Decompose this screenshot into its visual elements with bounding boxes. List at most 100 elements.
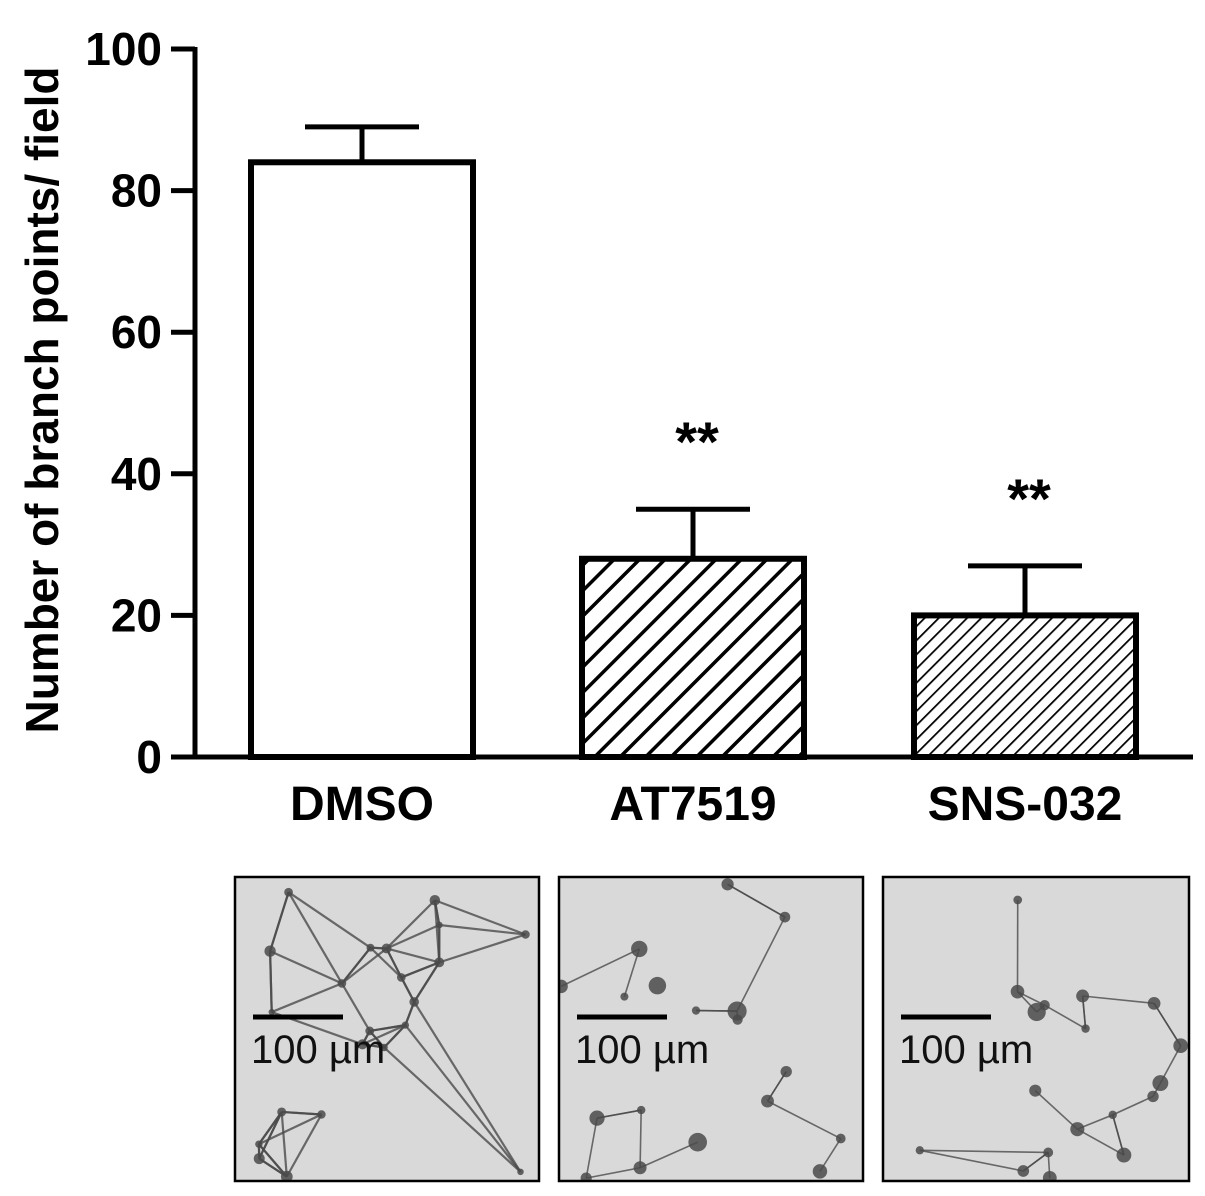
cell-cluster (727, 1001, 747, 1021)
cell-cluster (1173, 1038, 1188, 1054)
cell-cluster (284, 887, 293, 897)
cell-strand (586, 1166, 641, 1179)
cell-strand (413, 1001, 522, 1173)
cell-strand (1076, 1128, 1125, 1156)
cell-strand (383, 1024, 407, 1049)
cell-strand (258, 1111, 283, 1160)
cell-cluster (620, 992, 629, 1001)
cell-strand (287, 891, 372, 949)
cell-strand (727, 883, 786, 918)
cell-cluster (1147, 1090, 1159, 1103)
cell-cluster (337, 979, 347, 988)
cell-strand (438, 933, 526, 964)
cell-strand (269, 951, 273, 1013)
cell-cluster (1013, 895, 1023, 905)
cell-cluster (761, 1094, 774, 1108)
cell-cluster (521, 930, 530, 939)
y-tick-label-60: 60 (111, 306, 162, 358)
y-tick-label-20: 20 (111, 589, 162, 641)
cell-strand (287, 891, 343, 984)
y-axis-ticks: 0 20 40 60 80 100 (85, 23, 195, 783)
micrograph-border (881, 875, 1191, 1183)
cell-strand (404, 1024, 522, 1173)
cell-strand (1112, 1095, 1154, 1116)
cell-network (559, 878, 846, 1181)
cell-strand (369, 946, 403, 979)
micrograph-border (233, 875, 541, 1183)
cell-strand (919, 1149, 1024, 1172)
cell-strand (1111, 1114, 1125, 1156)
cell-cluster (691, 1006, 701, 1015)
cell-strand (919, 1149, 1049, 1154)
cell-strand (271, 982, 343, 1014)
cell-cluster (688, 1132, 707, 1152)
cell-strand (269, 891, 290, 952)
cell-strand (269, 950, 343, 985)
cell-strand (639, 1110, 642, 1168)
cell-cluster (1070, 1122, 1085, 1137)
cell-strand (623, 948, 641, 997)
cell-strand (1153, 1002, 1182, 1047)
cell-cluster (1017, 1165, 1030, 1177)
micrograph-background (883, 877, 1189, 1181)
micrograph-panels: 100 µm 100 µm 100 µm (233, 875, 1191, 1183)
y-tick-label-80: 80 (111, 165, 162, 217)
cell-strand (361, 1024, 406, 1046)
micrograph-background (559, 877, 863, 1181)
category-label-at7519: AT7519 (609, 778, 776, 831)
cell-strand (285, 1113, 323, 1178)
cell-strand (439, 923, 526, 936)
micrograph-sns-032: 100 µm (881, 875, 1191, 1183)
cell-cluster (1076, 989, 1090, 1003)
cell-cluster (721, 878, 734, 891)
cell-strand (340, 982, 371, 1032)
cell-cluster (253, 1153, 265, 1165)
category-label-dmso: DMSO (290, 778, 434, 831)
cell-cluster (559, 979, 568, 994)
cell-strand (383, 1046, 522, 1173)
micrograph-dmso: 100 µm (233, 875, 541, 1183)
cell-cluster (648, 976, 667, 995)
cell-cluster (915, 1146, 924, 1155)
cell-strand (404, 1001, 416, 1026)
cell-strand (280, 1111, 288, 1177)
cell-cluster (732, 1014, 743, 1025)
cell-cluster (517, 1168, 524, 1176)
cell-network (253, 887, 530, 1181)
cell-strand (386, 924, 440, 950)
y-tick-label-0: 0 (136, 731, 162, 783)
cell-cluster (1029, 1084, 1042, 1097)
cell-strand (1044, 1004, 1086, 1030)
cell-cluster (268, 1008, 275, 1016)
cell-strand (560, 948, 640, 988)
cell-strand (386, 947, 440, 964)
cell-strand (281, 1110, 322, 1116)
scale-bar-label: 100 µm (251, 1028, 385, 1072)
cell-strand (434, 899, 526, 936)
cell-strand (341, 947, 388, 985)
cell-strand (385, 899, 436, 950)
cell-strand (639, 1141, 699, 1169)
significance-at7519: ** (675, 410, 719, 473)
cell-strand (413, 961, 441, 1003)
micrograph-border (557, 875, 865, 1183)
y-axis-label: Number of branch points/ field (16, 66, 68, 733)
cell-cluster (812, 1164, 828, 1179)
cell-strand (369, 1024, 406, 1033)
cell-strand (1034, 1090, 1078, 1130)
cell-strand (736, 916, 786, 1012)
cell-strand (1082, 995, 1155, 1005)
y-tick-label-40: 40 (111, 448, 162, 500)
cell-strand (341, 947, 372, 985)
cell-cluster (1027, 1002, 1046, 1022)
cell-strand (819, 1138, 842, 1172)
cell-cluster (835, 1133, 846, 1144)
category-label-sns-032: SNS-032 (928, 778, 1123, 831)
y-tick-label-100: 100 (85, 23, 162, 75)
cell-strand (767, 1100, 842, 1140)
cell-cluster (357, 1039, 368, 1050)
cell-cluster (1042, 1171, 1057, 1181)
cell-strand (400, 961, 440, 979)
significance-sns-032: ** (1007, 467, 1051, 530)
